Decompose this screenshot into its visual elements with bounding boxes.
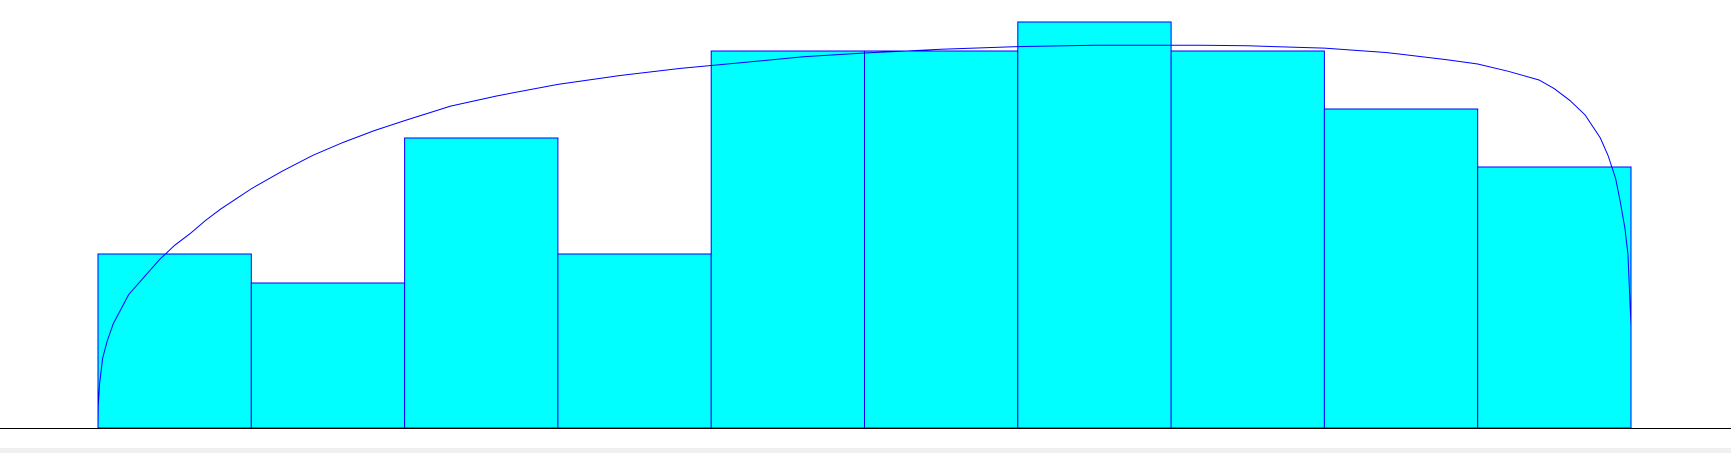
- histogram-bar-3: [404, 137, 559, 429]
- histogram-bar-9: [1323, 108, 1479, 429]
- histogram-bar-8: [1170, 50, 1325, 429]
- histogram-bar-5: [710, 50, 866, 429]
- histogram-bar-4: [557, 253, 712, 429]
- histogram-bar-2: [250, 282, 406, 429]
- bottom-strip: [0, 448, 1731, 453]
- histogram-bar-10: [1477, 166, 1632, 429]
- curve-layer: [97, 44, 1632, 429]
- histogram-bar-6: [864, 50, 1019, 429]
- histogram-bar-7: [1017, 21, 1172, 429]
- bars-layer: [97, 21, 1632, 429]
- histogram-bar-1: [97, 253, 252, 429]
- density-curve: [97, 44, 1632, 429]
